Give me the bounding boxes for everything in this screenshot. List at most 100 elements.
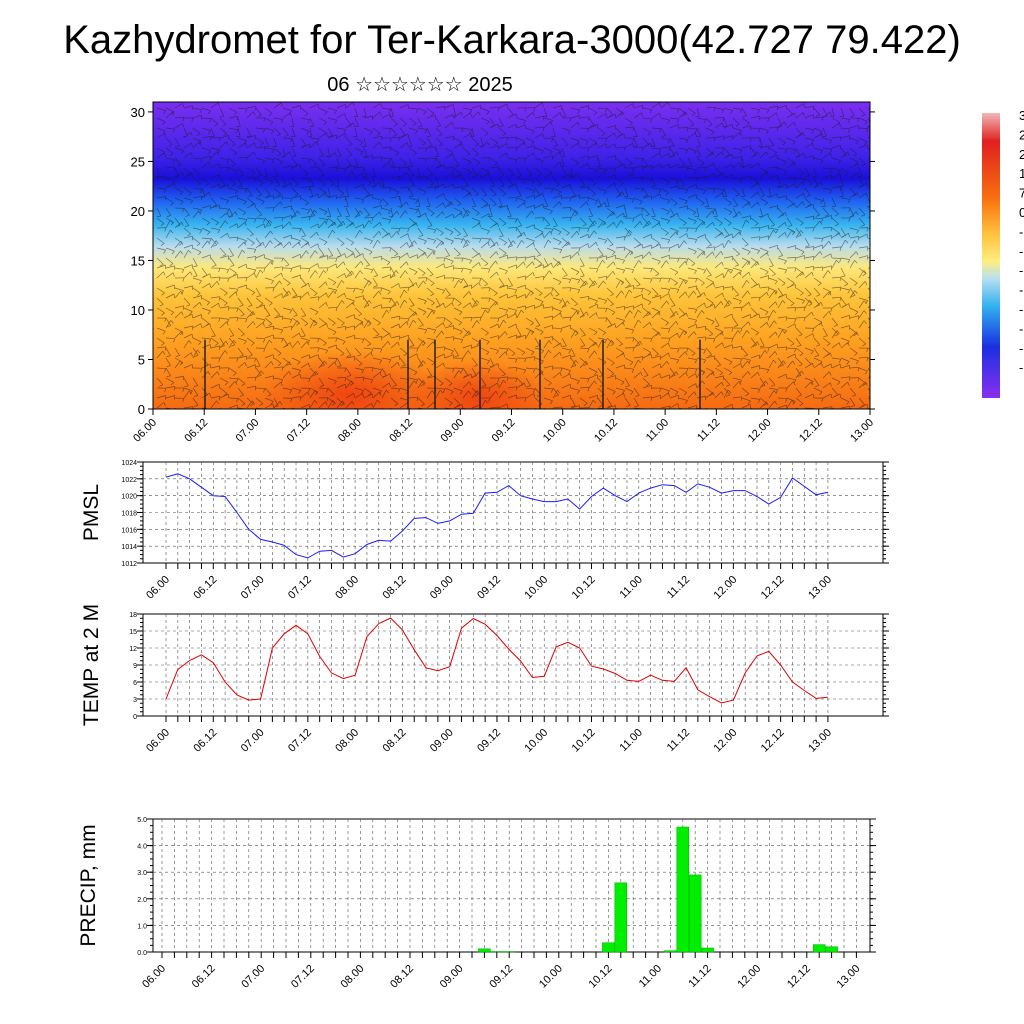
- x-tick-label: 11.00: [618, 727, 645, 754]
- x-tick-label: 09.12: [487, 963, 515, 991]
- colorbar-label: 0: [1019, 205, 1024, 220]
- y-tick-label: 15: [131, 253, 145, 268]
- precip-bar: [664, 950, 677, 953]
- plot-frame: [152, 818, 871, 953]
- x-tick-label: 12.12: [759, 574, 787, 602]
- x-tick-label: 09.12: [475, 727, 503, 755]
- x-tick-label: 08.00: [333, 727, 361, 755]
- y-tick-label: 0: [133, 714, 137, 721]
- colorbar-label: -: [1019, 321, 1023, 336]
- cross-section-field: [153, 102, 870, 409]
- colorbar-label: -: [1019, 283, 1023, 298]
- precip-bar: [812, 944, 826, 953]
- y-tick-label: 18: [129, 612, 137, 619]
- y-tick-label: 9: [133, 663, 137, 670]
- x-tick-label: 07.12: [286, 727, 314, 755]
- y-tick-label: 3: [133, 697, 137, 704]
- x-tick-label: 12.00: [712, 727, 740, 755]
- y-tick-label: 2.0: [137, 897, 147, 904]
- x-tick-label: 12.00: [735, 963, 763, 991]
- x-tick-label: 08.12: [388, 963, 416, 991]
- y-tick-label: 1.0: [137, 923, 147, 930]
- x-tick-label: 06.00: [144, 574, 172, 602]
- y-axis-title: TEMP at 2 M: [80, 604, 103, 726]
- x-tick-label: 09.00: [428, 727, 456, 755]
- y-tick-label: 1022: [121, 477, 137, 484]
- precip-bar: [825, 946, 838, 953]
- x-tick-label: 08.00: [333, 574, 361, 602]
- y-tick-label: 30: [131, 105, 145, 120]
- colorbar-label: -: [1019, 302, 1023, 317]
- x-tick-label: 10.12: [592, 417, 620, 445]
- temp-series-line: [165, 617, 828, 704]
- y-tick-label: 5: [138, 352, 145, 367]
- colorbar-label: 7: [1019, 186, 1024, 201]
- precip-bar: [478, 948, 491, 953]
- x-tick-label: 10.00: [541, 417, 569, 445]
- precip-bar: [490, 951, 504, 953]
- x-tick-label: 09.00: [428, 574, 456, 602]
- x-tick-label: 08.12: [387, 417, 415, 445]
- x-tick-label: 07.00: [234, 417, 262, 445]
- x-tick-label: 07.00: [239, 574, 267, 602]
- precip-bar: [502, 951, 516, 953]
- x-tick-label: 08.00: [336, 417, 364, 445]
- x-tick-label: 07.00: [239, 963, 267, 991]
- x-tick-label: 10.12: [570, 574, 598, 602]
- y-tick-label: 25: [131, 154, 145, 169]
- x-tick-label: 11.00: [637, 963, 664, 990]
- x-tick-label: 07.12: [289, 963, 317, 991]
- pmsl-series-line: [165, 473, 829, 559]
- x-tick-label: 06.12: [182, 417, 210, 445]
- x-tick-label: 10.12: [570, 727, 598, 755]
- precip-bar: [676, 826, 690, 953]
- y-tick-label: 0.0: [137, 950, 147, 957]
- precip-bar: [602, 942, 615, 953]
- x-tick-label: 08.00: [339, 963, 367, 991]
- y-tick-label: 6: [133, 680, 137, 687]
- x-tick-label: 11.00: [644, 417, 671, 444]
- x-tick-label: 10.00: [522, 727, 550, 755]
- x-tick-label: 06.12: [190, 963, 218, 991]
- x-tick-label: 12.00: [712, 574, 740, 602]
- x-tick-label: 12.12: [759, 727, 787, 755]
- x-tick-label: 06.00: [144, 727, 172, 755]
- colorbar-label: 3: [1019, 108, 1024, 123]
- x-tick-label: 06.12: [191, 574, 219, 602]
- x-tick-label: 10.00: [522, 574, 550, 602]
- colorbar-label: 2: [1019, 147, 1024, 162]
- y-tick-label: 1014: [121, 544, 137, 551]
- colorbar-label: -: [1019, 224, 1023, 239]
- y-tick-label: 4.0: [137, 844, 147, 851]
- cross-section-panel: 0 5 10 15 20 25 30 06.00 06.12 07.00 07.12 08.00 08.…: [131, 101, 876, 445]
- precip-bar: [688, 874, 702, 953]
- x-tick-label: 13.00: [806, 727, 834, 755]
- colorbar-label: 1: [1019, 166, 1024, 181]
- warm-spot: [408, 360, 548, 409]
- y-tick-label: 3.0: [137, 870, 147, 877]
- x-tick-label: 10.12: [587, 963, 615, 991]
- y-tick-label: 1018: [121, 511, 137, 518]
- x-tick-label: 13.00: [835, 963, 863, 991]
- x-tick-label: 09.00: [438, 417, 466, 445]
- x-tick-label: 08.12: [381, 574, 409, 602]
- colorbar: 3 2 2 1 7 0 - - - - - - - -: [982, 108, 1024, 398]
- y-axis-title: PMSL: [80, 484, 103, 541]
- colorbar-scale: [982, 113, 1000, 398]
- x-tick-label: 11.12: [695, 417, 722, 444]
- y-tick-label: 5.0: [137, 817, 147, 824]
- pmsl-panel: 1012 1014 1016 1018 1020 1022 1024 06.00 06.12 07…: [80, 460, 889, 602]
- x-tick-label: 11.12: [665, 727, 692, 754]
- y-tick-label: 1012: [121, 561, 137, 568]
- chart-subtitle: 06 ☆☆☆☆☆☆ 2025: [327, 74, 513, 96]
- colorbar-label: -: [1019, 341, 1023, 356]
- y-axis-title: PRECIP, mm: [77, 824, 100, 946]
- x-tick-label: 09.12: [475, 574, 503, 602]
- wind-barbs: [155, 102, 870, 409]
- colorbar-label: -: [1019, 360, 1023, 375]
- colorbar-label: -: [1019, 263, 1023, 278]
- plot-frame: [142, 613, 884, 717]
- x-tick-label: 11.00: [618, 574, 645, 601]
- precip-bar: [701, 947, 714, 953]
